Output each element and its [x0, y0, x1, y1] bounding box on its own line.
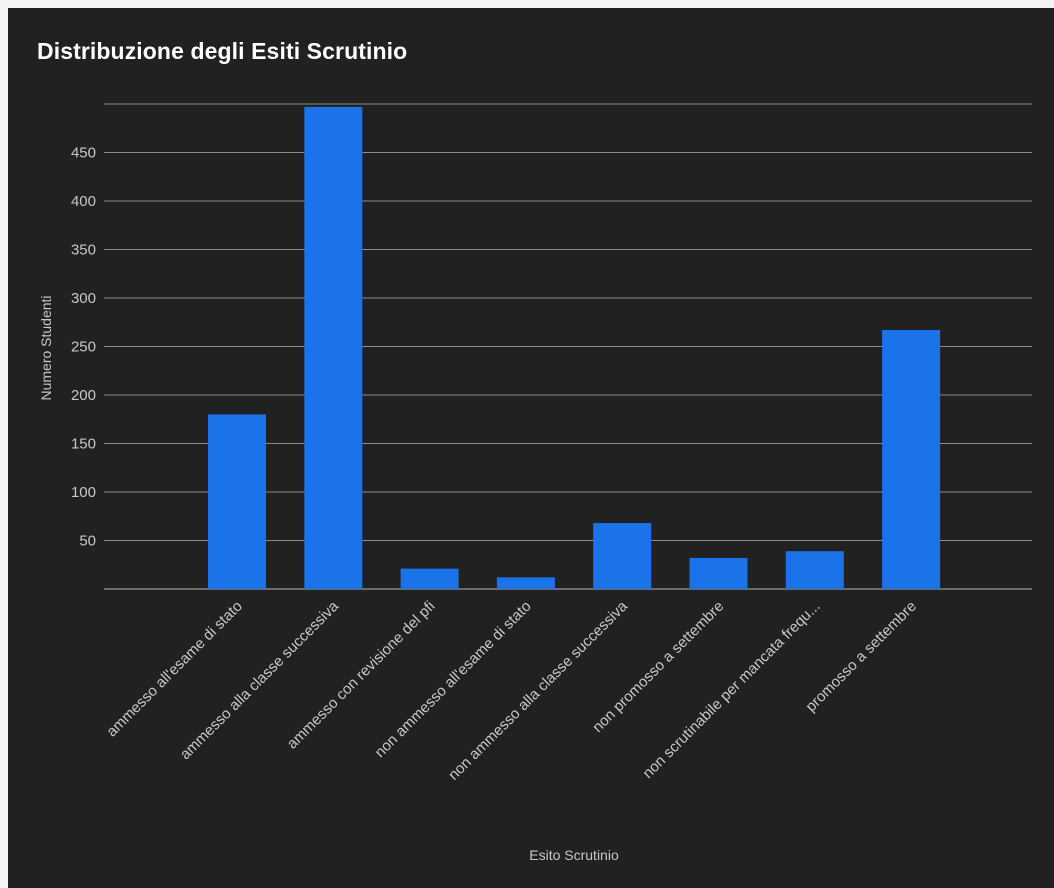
bar[interactable] [785, 551, 844, 589]
bar[interactable] [400, 568, 459, 589]
y-tick-label: 100 [71, 484, 96, 501]
bar-chart: 50 100 150 200 250 300 350 400 450 ammesso all'e… [38, 103, 1032, 863]
y-tick-label: 150 [71, 436, 96, 453]
y-tick-label: 350 [71, 242, 96, 259]
chart-title: Distribuzione degli Esiti Scrutinio [37, 38, 408, 64]
bars [208, 106, 941, 589]
x-tick-label: promosso a settembre [802, 598, 920, 716]
x-tick-label: non scrutinabile per mancata frequ... [639, 598, 823, 782]
y-tick-label: 250 [71, 339, 96, 356]
y-axis-title: Numero Studenti [38, 295, 54, 400]
x-tick-label: non ammesso all'esame di stato [372, 598, 535, 761]
y-tick-label: 300 [71, 290, 96, 307]
x-tick-label: non ammesso alla classe successiva [445, 597, 631, 783]
bar[interactable] [208, 414, 266, 589]
y-tick-label: 400 [71, 193, 96, 210]
x-tick-label: ammesso alla classe successiva [177, 597, 343, 763]
y-tick-label: 50 [79, 533, 96, 550]
y-tick-label: 200 [71, 387, 96, 404]
y-tick-label: 450 [71, 145, 96, 162]
bar[interactable] [304, 106, 363, 589]
bar[interactable] [496, 577, 555, 589]
bar[interactable] [882, 330, 941, 589]
chart-panel: Distribuzione degli Esiti Scrutinio 50 10… [8, 8, 1054, 888]
y-tick-labels: 50 100 150 200 250 300 350 400 450 [71, 145, 96, 550]
bar[interactable] [689, 557, 748, 589]
x-axis-title: Esito Scrutinio [529, 847, 619, 863]
bar[interactable] [593, 523, 652, 589]
